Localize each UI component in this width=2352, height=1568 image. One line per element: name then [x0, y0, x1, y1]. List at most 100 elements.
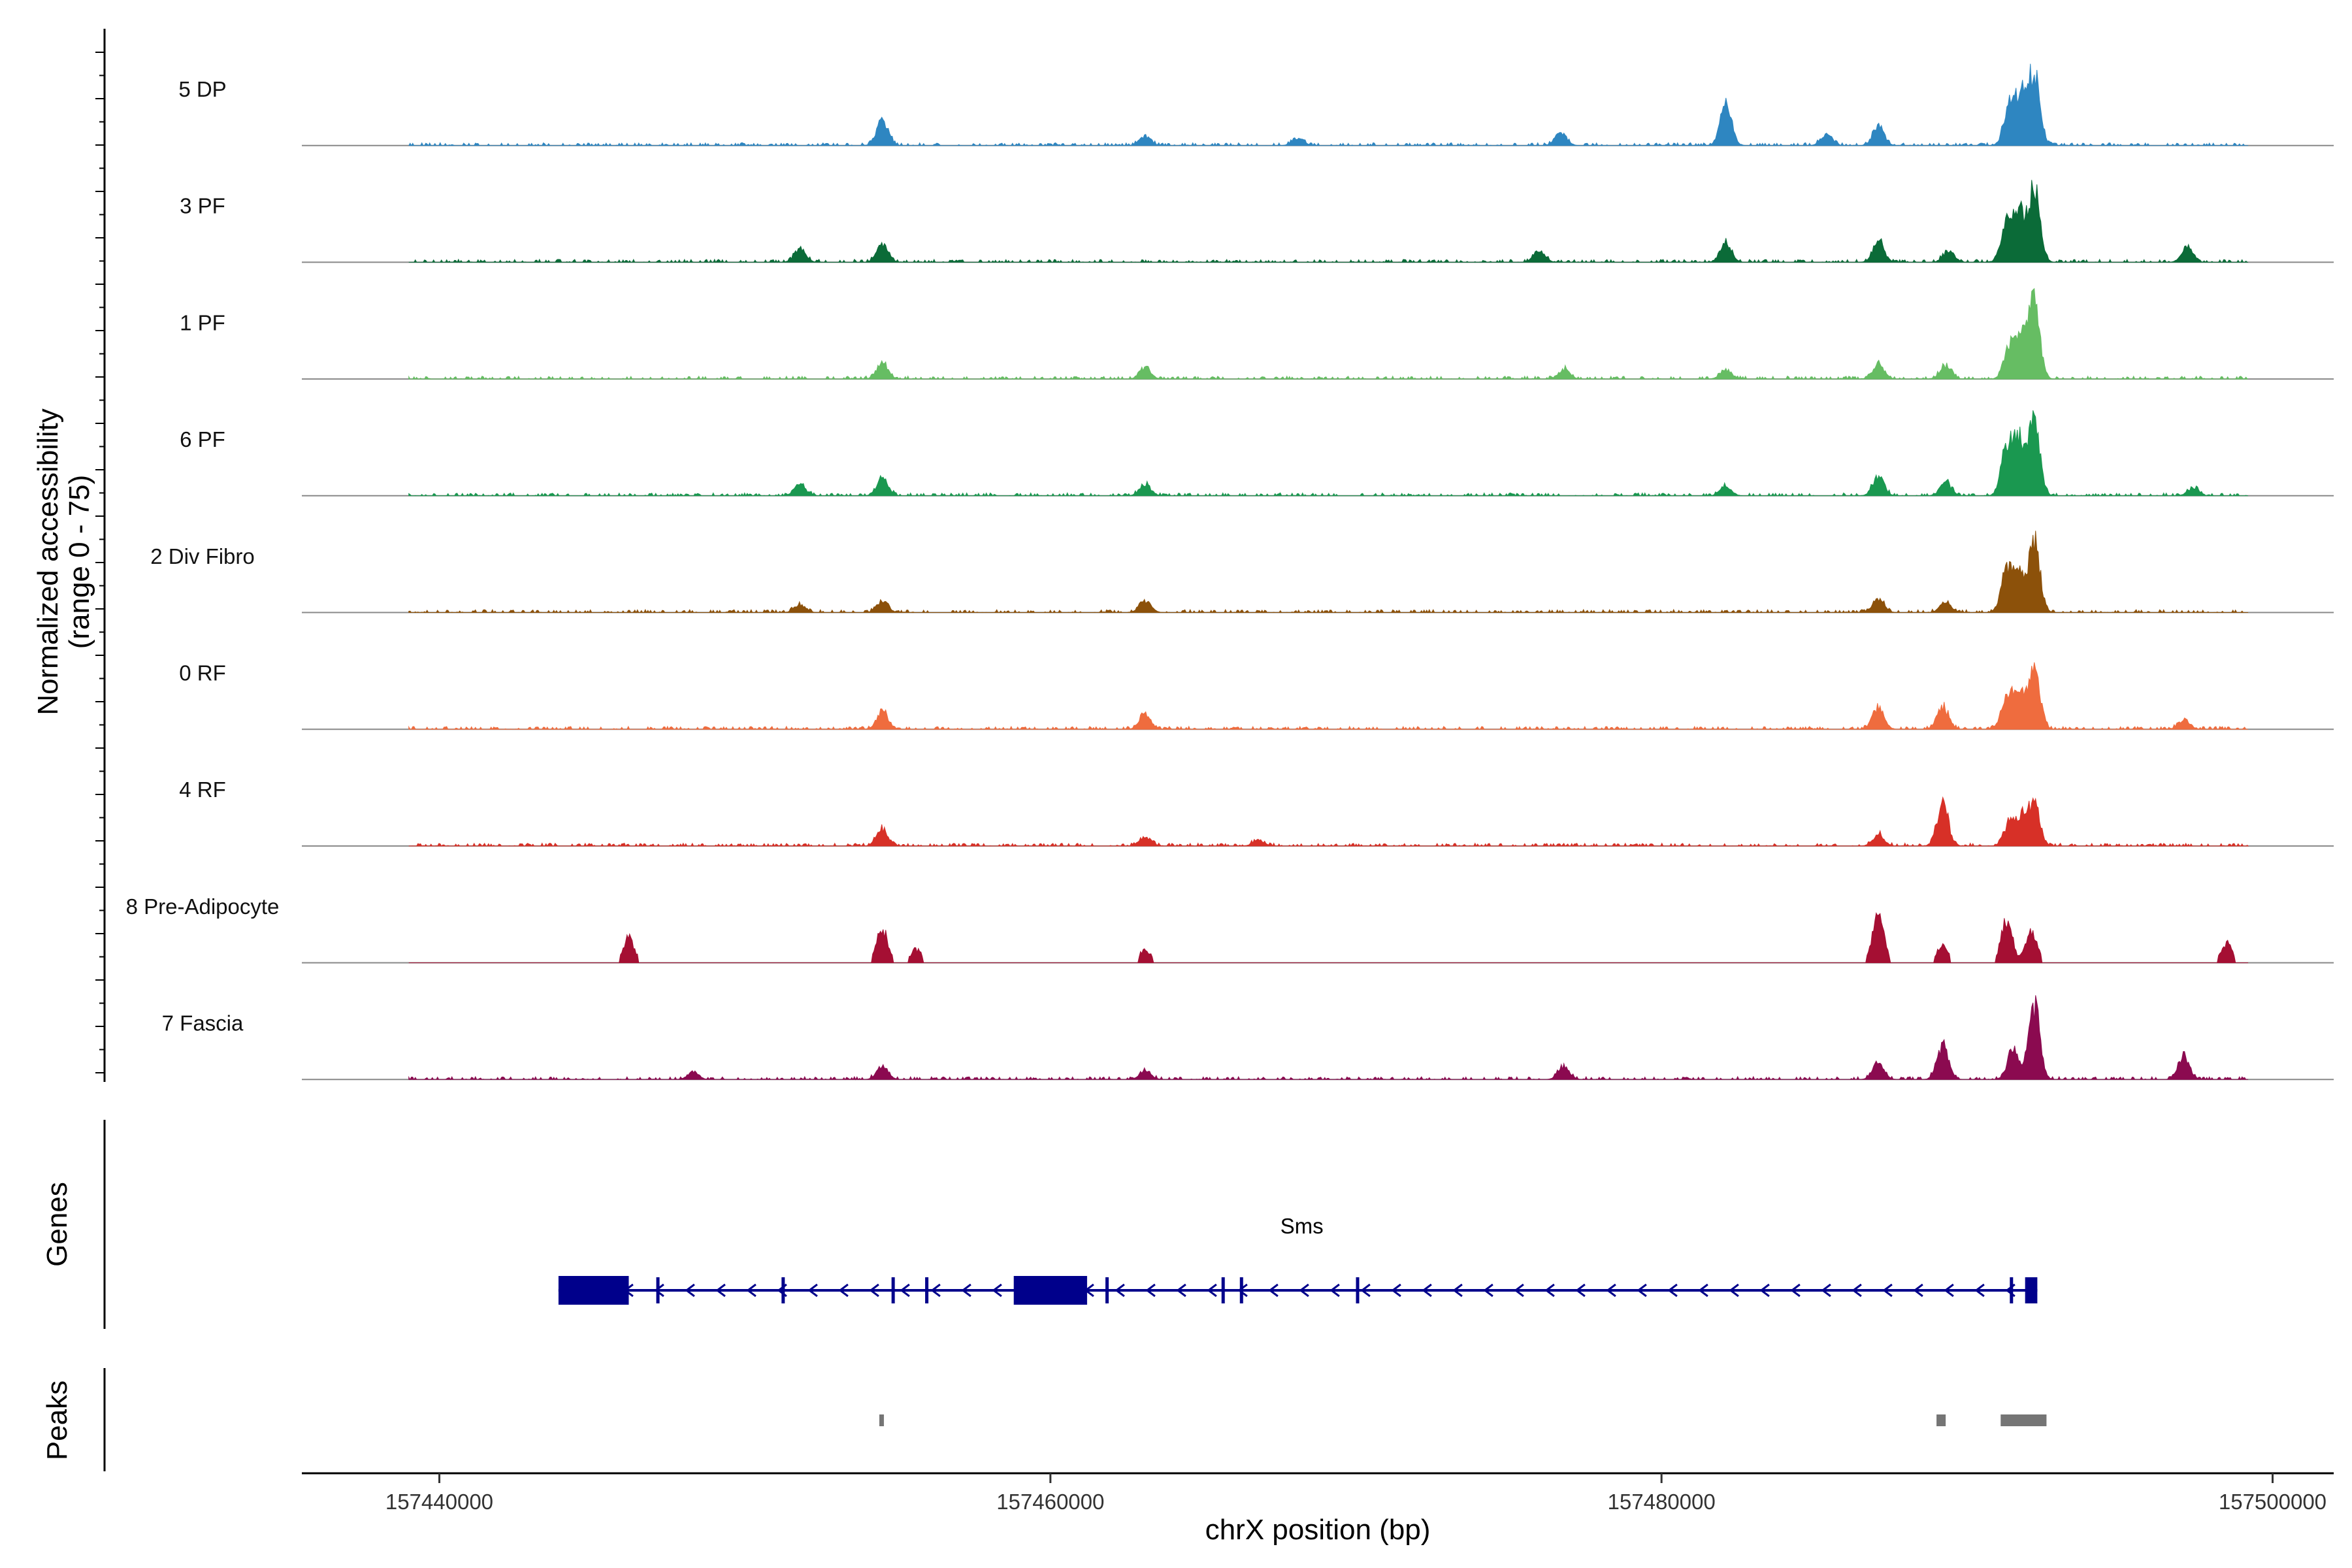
- track-label: 7 Fascia: [162, 1011, 244, 1036]
- strand-arrow: [685, 1283, 695, 1298]
- x-axis-title: chrX position (bp): [1205, 1514, 1431, 1546]
- track-signal-area: [408, 662, 2249, 730]
- track-signal-area: [408, 796, 2249, 847]
- gene-exon: [1356, 1277, 1360, 1303]
- track-signal-area: [408, 180, 2249, 263]
- track-0-rf: 0 RF: [179, 661, 2334, 730]
- gene-name-label: Sms: [1281, 1214, 1324, 1238]
- strand-arrow: [1852, 1283, 1862, 1298]
- strand-arrow: [1544, 1283, 1555, 1298]
- track-4-rf: 4 RF: [179, 777, 2334, 847]
- gene-exon: [1221, 1277, 1225, 1303]
- x-tick-label: 157480000: [1608, 1490, 1716, 1514]
- track-7-fascia: 7 Fascia: [162, 995, 2334, 1081]
- gene-exon: [1239, 1277, 1243, 1303]
- strand-arrow: [1667, 1283, 1678, 1298]
- strand-arrow: [1145, 1283, 1156, 1298]
- strand-arrow: [1821, 1283, 1831, 1298]
- strand-arrow: [1422, 1283, 1432, 1298]
- x-tick-label: 157460000: [996, 1490, 1104, 1514]
- strand-arrow: [1514, 1283, 1524, 1298]
- x-tick-label: 157440000: [385, 1490, 493, 1514]
- track-label: 2 Div Fibro: [150, 544, 255, 568]
- coverage-y-ticks: [95, 52, 105, 1073]
- peak-track: [879, 1414, 2047, 1426]
- strand-arrow: [1759, 1283, 1770, 1298]
- track-8-pre-adipocyte: 8 Pre-Adipocyte: [126, 894, 2334, 964]
- gene-exon: [891, 1277, 895, 1303]
- gene-exon: [2010, 1277, 2014, 1303]
- track-label: 4 RF: [179, 777, 226, 802]
- strand-arrow: [1237, 1283, 1248, 1298]
- strand-arrow: [1360, 1283, 1371, 1298]
- strand-arrow: [838, 1283, 849, 1298]
- track-label: 3 PF: [180, 194, 225, 218]
- strand-arrow: [1452, 1283, 1463, 1298]
- peaks-y-axis-title: Peaks: [41, 1380, 73, 1460]
- y-axis-title: Normalized accessibility (range 0 - 75): [32, 408, 95, 715]
- strand-arrow: [715, 1283, 726, 1298]
- gene-exon: [781, 1277, 785, 1303]
- strand-arrow: [746, 1283, 757, 1298]
- genes-y-axis-title: Genes: [41, 1182, 73, 1267]
- strand-arrow: [1391, 1283, 1401, 1298]
- x-tick-label: 157500000: [2219, 1490, 2327, 1514]
- peak-region: [2001, 1414, 2047, 1426]
- track-label: 5 DP: [178, 77, 226, 101]
- strand-arrow: [1268, 1283, 1279, 1298]
- gene-track: Sms: [558, 1214, 2038, 1305]
- track-signal-area: [408, 287, 2249, 380]
- strand-arrow: [1944, 1283, 1954, 1298]
- strand-arrow: [1698, 1283, 1708, 1298]
- gene-exon: [925, 1277, 929, 1303]
- strand-arrow: [1882, 1283, 1893, 1298]
- strand-arrow: [869, 1283, 879, 1298]
- peaks-axis-title: Peaks: [41, 1380, 73, 1460]
- strand-arrow: [1483, 1283, 1494, 1298]
- track-label: 0 RF: [179, 661, 226, 685]
- strand-arrow: [900, 1283, 910, 1298]
- track-6-pf: 6 PF: [180, 410, 2334, 497]
- strand-arrow: [1729, 1283, 1739, 1298]
- y-axis-title-line1: Normalized accessibility: [32, 408, 64, 715]
- track-signal-area: [408, 410, 2249, 497]
- strand-arrow: [1575, 1283, 1586, 1298]
- peak-region: [1936, 1414, 1946, 1426]
- strand-arrow: [808, 1283, 818, 1298]
- gene-exon: [656, 1277, 660, 1303]
- strand-arrow: [1790, 1283, 1801, 1298]
- gene-exon: [558, 1276, 629, 1305]
- track-label: 8 Pre-Adipocyte: [126, 894, 280, 919]
- track-5-dp: 5 DP: [178, 63, 2334, 146]
- gene-exon: [1105, 1277, 1109, 1303]
- strand-arrow: [992, 1283, 1002, 1298]
- y-axis-title-line2: (range 0 - 75): [63, 475, 95, 649]
- strand-arrow: [961, 1283, 972, 1298]
- track-2-div-fibro: 2 Div Fibro: [150, 531, 2334, 613]
- strand-arrow: [1176, 1283, 1186, 1298]
- strand-arrow: [1637, 1283, 1647, 1298]
- track-signal-area: [408, 912, 2249, 964]
- strand-arrow: [1913, 1283, 1923, 1298]
- coverage-tracks: 5 DP 3 PF 1 PF 6 PF 2 Div Fibro 0 RF 4 RF 8 Pre…: [126, 63, 2334, 1081]
- peak-region: [879, 1414, 884, 1426]
- x-axis-ticks: 157440000 157460000 157480000 157500000: [385, 1473, 2327, 1514]
- track-signal-area: [408, 63, 2249, 146]
- track-label: 1 PF: [180, 310, 225, 335]
- strand-arrow: [1299, 1283, 1309, 1298]
- strand-arrow: [1115, 1283, 1125, 1298]
- track-1-pf: 1 PF: [180, 287, 2334, 380]
- track-label: 6 PF: [180, 427, 225, 451]
- track-signal-area: [408, 531, 2249, 613]
- gene-exon: [2025, 1277, 2038, 1303]
- strand-arrow: [930, 1283, 941, 1298]
- gene-exon: [1013, 1276, 1087, 1305]
- strand-arrow: [654, 1283, 664, 1298]
- track-3-pf: 3 PF: [180, 180, 2334, 263]
- genes-axis-title: Genes: [41, 1182, 73, 1267]
- strand-arrow: [1974, 1283, 1985, 1298]
- strand-arrow: [1330, 1283, 1340, 1298]
- strand-arrow: [1207, 1283, 1217, 1298]
- track-signal-area: [408, 995, 2249, 1081]
